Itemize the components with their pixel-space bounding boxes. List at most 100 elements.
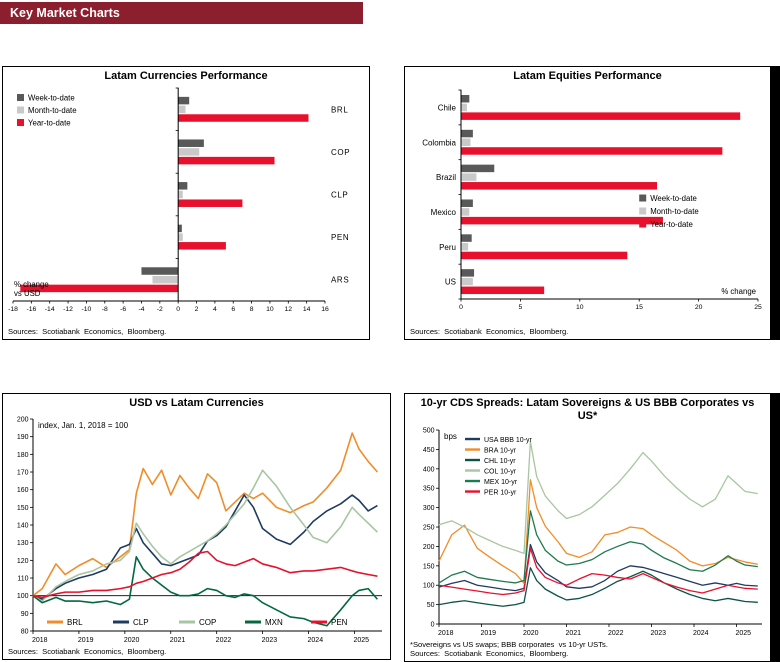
svg-text:120: 120 bbox=[17, 558, 29, 565]
svg-text:PEN: PEN bbox=[331, 233, 349, 242]
svg-text:90: 90 bbox=[21, 611, 29, 618]
svg-text:170: 170 bbox=[17, 469, 29, 476]
svg-text:140: 140 bbox=[17, 522, 29, 529]
svg-text:index, Jan. 1, 2018 = 100: index, Jan. 1, 2018 = 100 bbox=[38, 421, 129, 430]
svg-text:0: 0 bbox=[431, 621, 435, 628]
svg-text:10: 10 bbox=[576, 304, 584, 311]
svg-text:2025: 2025 bbox=[353, 637, 369, 644]
svg-text:MXN: MXN bbox=[265, 618, 283, 627]
svg-text:2021: 2021 bbox=[566, 630, 582, 637]
svg-text:14: 14 bbox=[303, 306, 311, 313]
svg-text:COP: COP bbox=[331, 148, 350, 157]
svg-text:400: 400 bbox=[423, 466, 435, 473]
svg-text:2018: 2018 bbox=[438, 630, 454, 637]
svg-text:500: 500 bbox=[423, 427, 435, 434]
svg-text:100: 100 bbox=[423, 583, 435, 590]
svg-text:ARS: ARS bbox=[331, 276, 349, 285]
svg-text:4: 4 bbox=[213, 306, 217, 313]
svg-text:2024: 2024 bbox=[308, 637, 324, 644]
svg-text:% change: % change bbox=[14, 280, 49, 289]
svg-text:0: 0 bbox=[459, 304, 463, 311]
svg-text:BRL: BRL bbox=[67, 618, 83, 627]
svg-text:50: 50 bbox=[427, 602, 435, 609]
svg-text:COP: COP bbox=[199, 618, 216, 627]
svg-text:CLP: CLP bbox=[133, 618, 149, 627]
svg-text:190: 190 bbox=[17, 434, 29, 441]
chart-title-usd-vs-latam: USD vs Latam Currencies bbox=[129, 397, 264, 409]
svg-text:6: 6 bbox=[231, 306, 235, 313]
svg-text:2022: 2022 bbox=[216, 637, 232, 644]
svg-text:250: 250 bbox=[423, 524, 435, 531]
svg-text:80: 80 bbox=[21, 628, 29, 635]
svg-text:130: 130 bbox=[17, 540, 29, 547]
svg-text:160: 160 bbox=[17, 487, 29, 494]
chart-title-latam-currencies: Latam Currencies Performance bbox=[104, 70, 268, 82]
svg-text:-10: -10 bbox=[81, 306, 91, 313]
cds-spreads-chart: 0 50 100 150 200 250 300 350 400 450 500 2018 2019 20… bbox=[423, 427, 762, 637]
svg-text:BRA 10-yr: BRA 10-yr bbox=[484, 447, 517, 454]
svg-text:12: 12 bbox=[285, 306, 293, 313]
chart-card-usd-vs-latam: USD vs Latam Currencies 80 90 100 110 120 130… bbox=[2, 393, 391, 660]
svg-text:2025: 2025 bbox=[736, 630, 752, 637]
svg-text:2023: 2023 bbox=[651, 630, 667, 637]
svg-text:2: 2 bbox=[195, 306, 199, 313]
svg-text:2022: 2022 bbox=[608, 630, 624, 637]
svg-text:-4: -4 bbox=[138, 306, 144, 313]
chart-card-cds-spreads: 10-yr CDS Spreads: Latam Sovereigns & US… bbox=[404, 393, 780, 662]
svg-text:20: 20 bbox=[695, 304, 703, 311]
svg-text:CHL 10-yr: CHL 10-yr bbox=[484, 458, 516, 465]
chart-source-latam-currencies: Sources: Scotiabank Economics, Bloomberg… bbox=[8, 327, 167, 336]
chart-title-cds-spreads: 10-yr CDS Spreads: Latam Sovereigns & US… bbox=[420, 397, 755, 422]
svg-text:8: 8 bbox=[250, 306, 254, 313]
svg-text:BRL: BRL bbox=[331, 105, 348, 114]
svg-text:300: 300 bbox=[423, 505, 435, 512]
svg-text:200: 200 bbox=[17, 416, 29, 423]
svg-text:100: 100 bbox=[17, 593, 29, 600]
page-title: Key Market Charts bbox=[10, 6, 120, 20]
svg-text:Year-to-date: Year-to-date bbox=[650, 220, 693, 229]
chart-footnote-cds-spreads: *Sovereigns vs US swaps; BBB corporates … bbox=[410, 640, 608, 649]
svg-text:Peru: Peru bbox=[439, 243, 456, 252]
chart-card-latam-equities: Latam Equities Performance Chile Colombia… bbox=[404, 66, 780, 340]
svg-text:200: 200 bbox=[423, 544, 435, 551]
svg-text:16: 16 bbox=[321, 306, 329, 313]
svg-text:110: 110 bbox=[17, 575, 28, 582]
svg-text:15: 15 bbox=[635, 304, 643, 311]
svg-text:Year-to-date: Year-to-date bbox=[28, 118, 71, 127]
svg-text:450: 450 bbox=[423, 447, 435, 454]
chart-card-latam-currencies: Latam Currencies Performance BRL COP CLP PE… bbox=[2, 66, 370, 340]
svg-text:Week-to-date: Week-to-date bbox=[650, 194, 697, 203]
svg-text:MEX 10-yr: MEX 10-yr bbox=[484, 479, 518, 486]
svg-text:PEN: PEN bbox=[331, 618, 348, 627]
svg-text:% change: % change bbox=[721, 287, 756, 296]
latam-equities-performance-chart: Chile Colombia Brazil Mexico Peru US 0 5 10 15 20 2… bbox=[422, 89, 762, 311]
svg-text:2019: 2019 bbox=[78, 637, 94, 644]
svg-text:Chile: Chile bbox=[438, 103, 457, 112]
svg-text:USA BBB 10-yr: USA BBB 10-yr bbox=[484, 437, 533, 444]
svg-text:5: 5 bbox=[519, 304, 523, 311]
svg-text:2018: 2018 bbox=[32, 637, 48, 644]
svg-text:Month-to-date: Month-to-date bbox=[650, 207, 699, 216]
svg-text:2019: 2019 bbox=[481, 630, 497, 637]
chart-source-usd-vs-latam: Sources: Scotiabank Economics, Bloomberg… bbox=[8, 647, 167, 656]
usd-vs-latam-currencies-chart: 80 90 100 110 120 130 140 150 160 170 180 190 200 201… bbox=[17, 416, 382, 644]
svg-text:10: 10 bbox=[266, 306, 274, 313]
page-header: Key Market Charts bbox=[0, 2, 363, 24]
svg-text:Mexico: Mexico bbox=[431, 208, 457, 217]
svg-text:2024: 2024 bbox=[693, 630, 709, 637]
svg-text:PER 10-yr: PER 10-yr bbox=[484, 489, 517, 496]
svg-text:bps: bps bbox=[444, 432, 457, 441]
svg-text:Colombia: Colombia bbox=[422, 138, 456, 147]
svg-text:-2: -2 bbox=[157, 306, 163, 313]
svg-text:0: 0 bbox=[176, 306, 180, 313]
svg-text:2023: 2023 bbox=[262, 637, 278, 644]
svg-text:CLP: CLP bbox=[331, 190, 348, 199]
svg-text:vs USD: vs USD bbox=[14, 289, 41, 298]
svg-text:-6: -6 bbox=[120, 306, 126, 313]
chart-source-latam-equities: Sources: Scotiabank Economics, Bloomberg… bbox=[410, 327, 569, 336]
svg-text:COL 10-yr: COL 10-yr bbox=[484, 468, 517, 475]
chart-source-cds-spreads: Sources: Scotiabank Economics, Bloomberg… bbox=[410, 649, 569, 658]
svg-text:-8: -8 bbox=[102, 306, 108, 313]
svg-text:150: 150 bbox=[423, 563, 435, 570]
svg-text:150: 150 bbox=[17, 505, 29, 512]
